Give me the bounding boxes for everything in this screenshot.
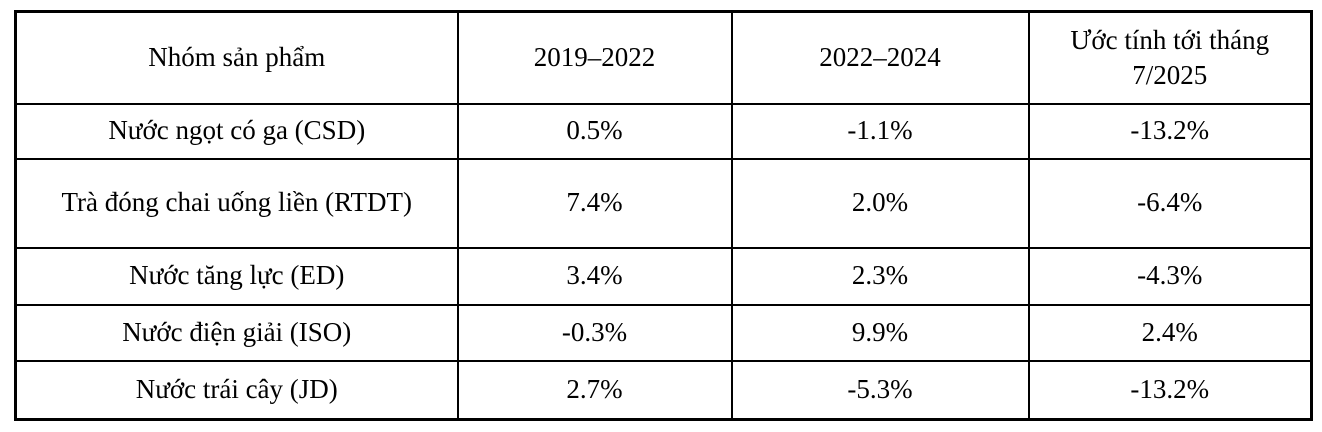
product-growth-table: Nhóm sản phẩm 2019–2022 2022–2024 Ước tí… [14,10,1313,421]
value-estimate-cell: -13.2% [1027,359,1313,421]
table-header-row: Nhóm sản phẩm 2019–2022 2022–2024 Ước tí… [14,10,1313,105]
value-2022-2024-cell: 9.9% [730,303,1030,362]
table-row: Nước tăng lực (ED) 3.4% 2.3% -4.3% [14,246,1313,306]
product-name-cell: Nước tăng lực (ED) [14,246,459,306]
value-estimate-cell: -13.2% [1027,102,1313,160]
value-2022-2024-cell: 2.3% [730,246,1030,306]
value-2022-2024-cell: -1.1% [730,102,1030,160]
product-name-cell: Nước trái cây (JD) [14,359,459,421]
table-row: Nước ngọt có ga (CSD) 0.5% -1.1% -13.2% [14,102,1313,160]
table-row: Nước trái cây (JD) 2.7% -5.3% -13.2% [14,359,1313,421]
value-2019-2022-cell: 7.4% [456,157,733,249]
value-estimate-cell: 2.4% [1027,303,1313,362]
table-row: Trà đóng chai uống liền (RTDT) 7.4% 2.0%… [14,157,1313,249]
product-name-cell: Trà đóng chai uống liền (RTDT) [14,157,459,249]
value-estimate-cell: -4.3% [1027,246,1313,306]
value-2019-2022-cell: 2.7% [456,359,733,421]
value-2022-2024-cell: -5.3% [730,359,1030,421]
value-2019-2022-cell: -0.3% [456,303,733,362]
value-2022-2024-cell: 2.0% [730,157,1030,249]
column-header-product: Nhóm sản phẩm [14,10,459,105]
value-estimate-cell: -6.4% [1027,157,1313,249]
value-2019-2022-cell: 3.4% [456,246,733,306]
product-name-cell: Nước ngọt có ga (CSD) [14,102,459,160]
value-2019-2022-cell: 0.5% [456,102,733,160]
column-header-2022-2024: 2022–2024 [730,10,1030,105]
column-header-estimate-7-2025: Ước tính tới tháng 7/2025 [1027,10,1313,105]
column-header-2019-2022: 2019–2022 [456,10,733,105]
product-name-cell: Nước điện giải (ISO) [14,303,459,362]
table-row: Nước điện giải (ISO) -0.3% 9.9% 2.4% [14,303,1313,362]
